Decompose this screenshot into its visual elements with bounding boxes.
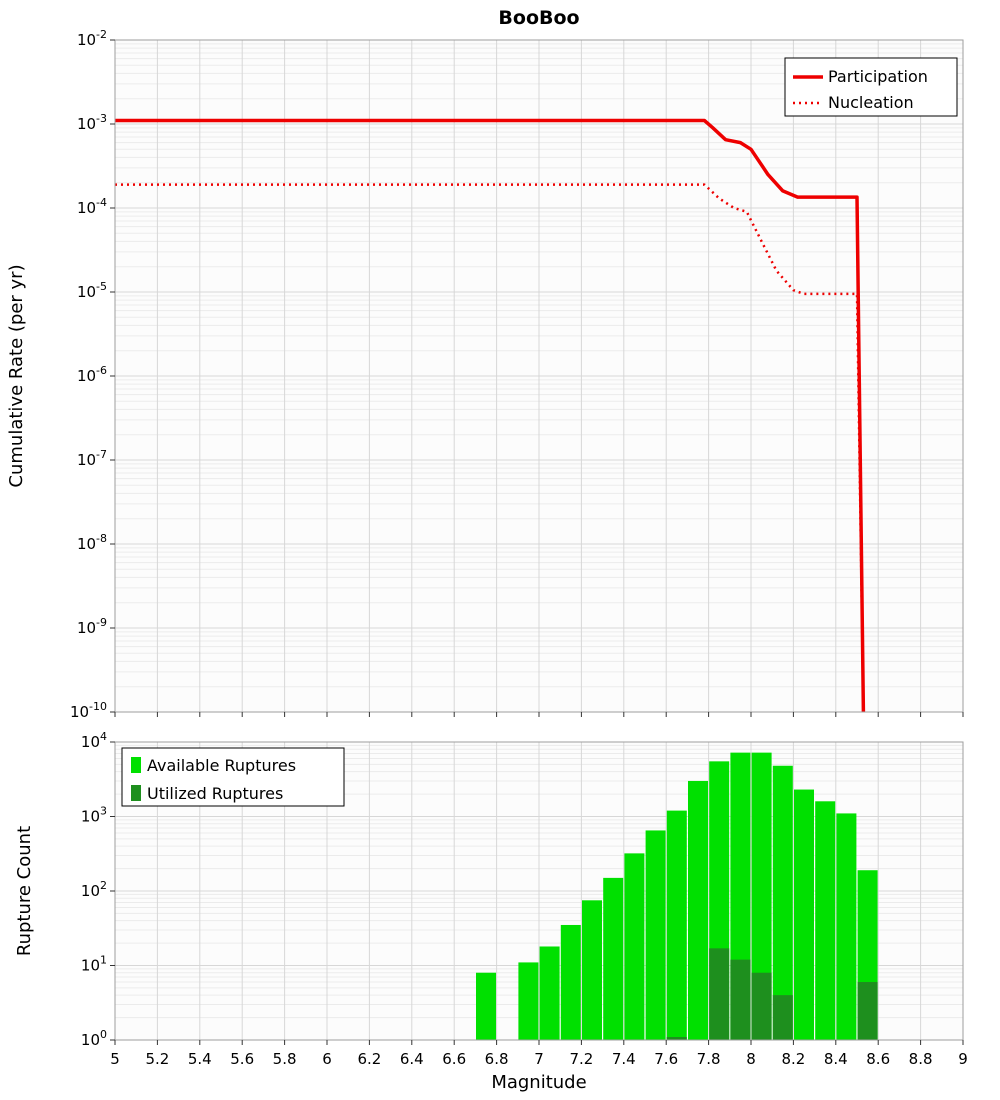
available-ruptures-bar bbox=[688, 780, 708, 1040]
y-tick-label: 10-3 bbox=[77, 112, 107, 133]
available-ruptures-bar bbox=[772, 765, 793, 1040]
y-tick-label: 10-8 bbox=[77, 532, 107, 553]
x-tick-label: 6.6 bbox=[442, 1050, 466, 1068]
top-legend-box bbox=[784, 57, 958, 117]
x-tick-label: 5.2 bbox=[145, 1050, 169, 1068]
top-y-axis-label: Cumulative Rate (per yr) bbox=[6, 264, 27, 487]
x-tick-label: 8.8 bbox=[909, 1050, 933, 1068]
x-tick-label: 8.2 bbox=[781, 1050, 805, 1068]
y-tick-label: 10-2 bbox=[77, 28, 107, 49]
x-tick-label: 7.4 bbox=[612, 1050, 636, 1068]
available-ruptures-bar bbox=[582, 900, 602, 1040]
legend-label-available-ruptures: Available Ruptures bbox=[147, 756, 296, 775]
bottom-panel: 5 5.2 5.4 5.6 5.8 6 6.2 6.4 6.6 6.8 7 7.2 7.4 7.6 7.8 8… bbox=[81, 730, 968, 1068]
x-tick-label: 7.8 bbox=[697, 1050, 721, 1068]
available-ruptures-bar bbox=[518, 962, 539, 1040]
x-tick-label: 5.8 bbox=[273, 1050, 297, 1068]
chart-title: BooBoo bbox=[498, 7, 579, 29]
x-tick-label: 6.2 bbox=[357, 1050, 381, 1068]
available-ruptures-bar bbox=[794, 789, 814, 1040]
x-tick-label: 6 bbox=[322, 1050, 332, 1068]
legend-label-participation: Participation bbox=[828, 67, 928, 86]
available-ruptures-bar bbox=[476, 972, 496, 1040]
y-tick-label: 104 bbox=[81, 730, 107, 751]
x-tick-label: 9 bbox=[958, 1050, 968, 1068]
utilized-ruptures-legend-swatch bbox=[131, 785, 141, 801]
utilized-ruptures-bar bbox=[666, 1037, 687, 1040]
available-ruptures-bar bbox=[751, 752, 772, 1040]
x-axis-label: Magnitude bbox=[491, 1072, 586, 1093]
available-ruptures-bar bbox=[645, 830, 666, 1040]
legend-label-utilized-ruptures: Utilized Ruptures bbox=[147, 784, 283, 803]
utilized-ruptures-bar bbox=[709, 948, 730, 1040]
x-tick-label: 8.4 bbox=[824, 1050, 848, 1068]
nucleation-line bbox=[115, 183, 865, 713]
y-tick-label: 10-7 bbox=[77, 448, 107, 469]
x-tick-label: 5 bbox=[110, 1050, 120, 1068]
y-tick-label: 100 bbox=[81, 1028, 107, 1049]
top-panel: 10-10 10-9 10-8 10-7 10-6 10-5 10-4 10-3 10-2 bbox=[70, 28, 964, 721]
available-ruptures-bar bbox=[603, 877, 624, 1040]
available-ruptures-legend-swatch bbox=[131, 757, 141, 773]
utilized-ruptures-bar bbox=[751, 972, 772, 1040]
participation-line bbox=[115, 118, 866, 713]
x-tick-label: 7 bbox=[534, 1050, 544, 1068]
bottom-y-axis-label: Rupture Count bbox=[14, 826, 35, 956]
x-tick-label: 8.6 bbox=[866, 1050, 890, 1068]
available-ruptures-bar bbox=[560, 924, 581, 1040]
available-ruptures-bar bbox=[539, 946, 560, 1040]
available-ruptures-bar bbox=[815, 801, 836, 1040]
x-tick-label: 7.2 bbox=[569, 1050, 593, 1068]
available-ruptures-bar bbox=[836, 813, 857, 1040]
y-tick-label: 10-10 bbox=[70, 700, 107, 721]
available-ruptures-bar bbox=[624, 853, 645, 1040]
utilized-ruptures-bar bbox=[772, 995, 793, 1040]
bottom-legend-box bbox=[121, 747, 345, 807]
y-tick-label: 103 bbox=[81, 805, 107, 826]
utilized-ruptures-bar bbox=[857, 982, 878, 1040]
y-tick-label: 101 bbox=[81, 954, 107, 975]
utilized-ruptures-bar bbox=[730, 959, 751, 1040]
x-tick-label: 8 bbox=[746, 1050, 756, 1068]
x-tick-label: 6.4 bbox=[400, 1050, 424, 1068]
y-tick-label: 10-4 bbox=[77, 196, 107, 217]
x-tick-label: 6.8 bbox=[485, 1050, 509, 1068]
y-tick-label: 10-9 bbox=[77, 616, 107, 637]
x-tick-label: 5.6 bbox=[230, 1050, 254, 1068]
x-tick-label: 5.4 bbox=[188, 1050, 212, 1068]
y-tick-label: 102 bbox=[81, 879, 107, 900]
y-tick-label: 10-5 bbox=[77, 280, 107, 301]
y-tick-label: 10-6 bbox=[77, 364, 107, 385]
available-ruptures-bar bbox=[666, 810, 687, 1040]
x-tick-label: 7.6 bbox=[654, 1050, 678, 1068]
legend-label-nucleation: Nucleation bbox=[828, 93, 914, 112]
top-legend: Participation Nucleation bbox=[784, 57, 958, 117]
bottom-legend: Available Ruptures Utilized Ruptures bbox=[121, 747, 345, 807]
